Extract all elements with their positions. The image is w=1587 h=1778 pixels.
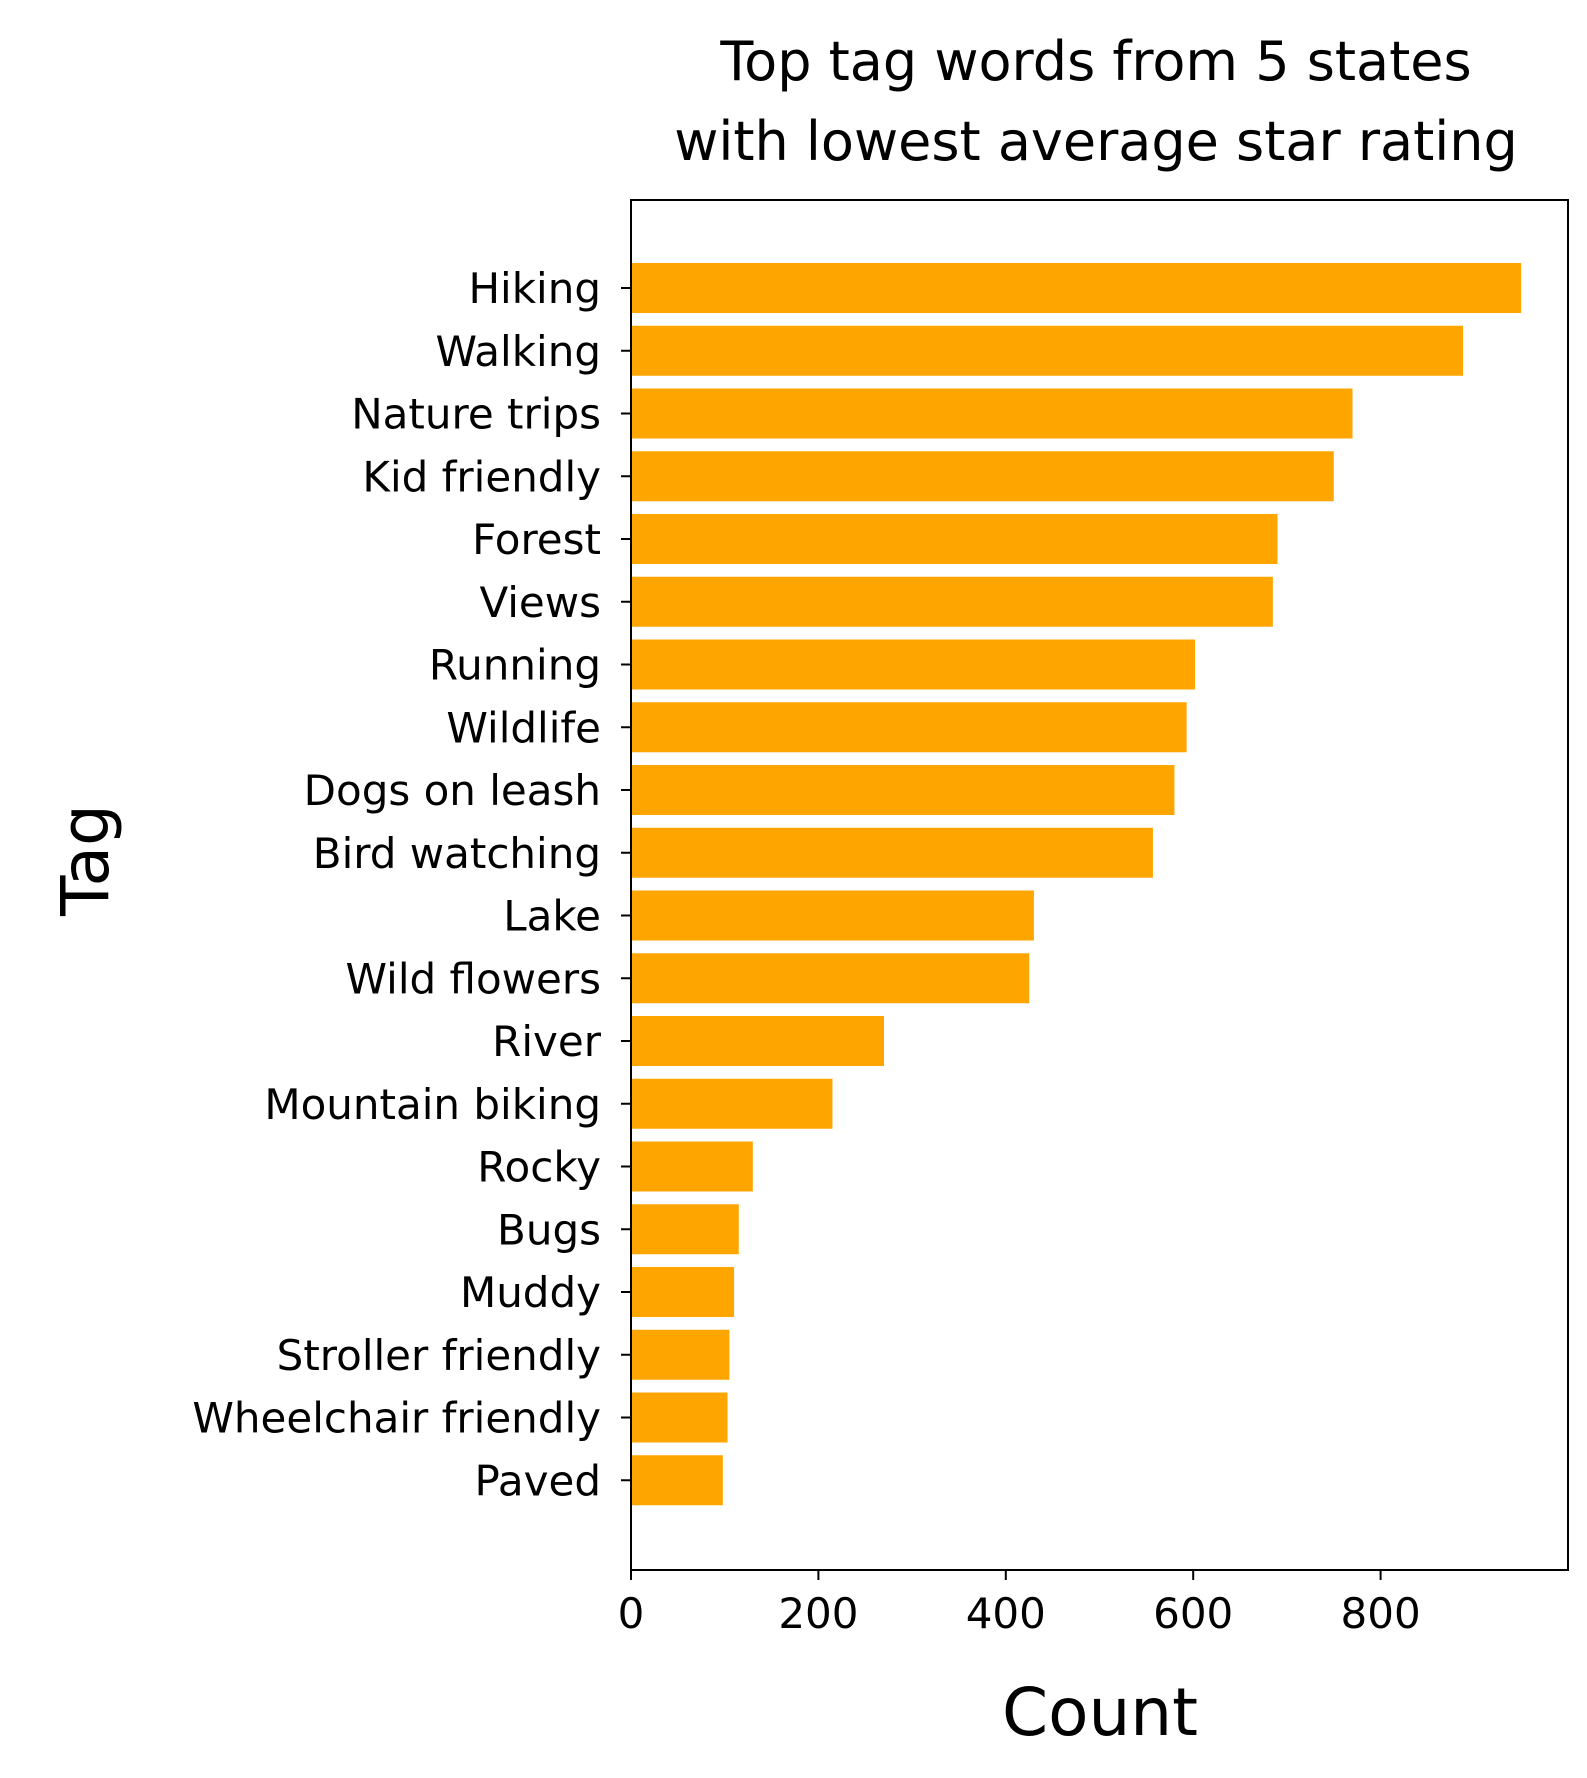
bar [631, 1392, 728, 1443]
bar [631, 1016, 884, 1066]
y-tick-label: Lake [503, 892, 601, 941]
y-tick-label: Muddy [460, 1268, 601, 1317]
bar [631, 953, 1030, 1004]
x-tick-label: 800 [1341, 1589, 1421, 1638]
x-tick-label: 0 [618, 1589, 645, 1638]
bar [631, 1141, 753, 1192]
bar [631, 639, 1196, 690]
bar [631, 576, 1273, 627]
bar [631, 890, 1034, 941]
y-tick-label: Stroller friendly [277, 1331, 601, 1380]
y-tick-label: Running [429, 641, 601, 690]
y-tick-label: Paved [474, 1456, 601, 1505]
bar [631, 1329, 730, 1380]
bar [631, 765, 1175, 815]
y-tick-label: Kid friendly [362, 452, 601, 501]
y-tick-label: Mountain biking [264, 1080, 601, 1129]
bar [631, 325, 1464, 376]
y-tick-label: Wildlife [446, 703, 601, 752]
plot-frame [630, 199, 1569, 1571]
y-axis-label: Tag [47, 804, 124, 917]
y-tick-label: Forest [472, 515, 601, 564]
bar [631, 451, 1334, 502]
y-tick-label: River [492, 1017, 602, 1066]
x-axis-label: Count [1002, 1674, 1198, 1751]
y-tick-label: Wild flowers [346, 954, 601, 1003]
y-tick-label: Hiking [468, 264, 601, 313]
y-tick-label: Bugs [497, 1205, 601, 1254]
bar [631, 702, 1187, 753]
bar [631, 1455, 723, 1506]
y-tick-label: Views [479, 578, 601, 627]
x-tick-label: 400 [966, 1589, 1046, 1638]
bar [631, 263, 1522, 313]
chart-title-line-1: Top tag words from 5 states [719, 30, 1471, 93]
plot-area: Hiking Walking Nature trips Kid friendly For… [192, 263, 1522, 1638]
x-tick-label: 200 [778, 1589, 858, 1638]
x-tick-label: 600 [1153, 1589, 1233, 1638]
bar [631, 1078, 833, 1129]
y-tick-label: Bird watching [313, 829, 601, 878]
y-tick-label: Wheelchair friendly [192, 1394, 601, 1443]
bar [631, 1204, 739, 1255]
bar [631, 388, 1353, 439]
bar [631, 827, 1153, 878]
bar [631, 1267, 735, 1317]
y-tick-label: Nature trips [351, 390, 601, 439]
y-tick-label: Walking [435, 327, 601, 376]
y-tick-label: Dogs on leash [304, 766, 601, 815]
chart-title-line-2: with lowest average star rating [674, 110, 1518, 173]
bar [631, 514, 1278, 564]
y-tick-label: Rocky [477, 1143, 601, 1192]
